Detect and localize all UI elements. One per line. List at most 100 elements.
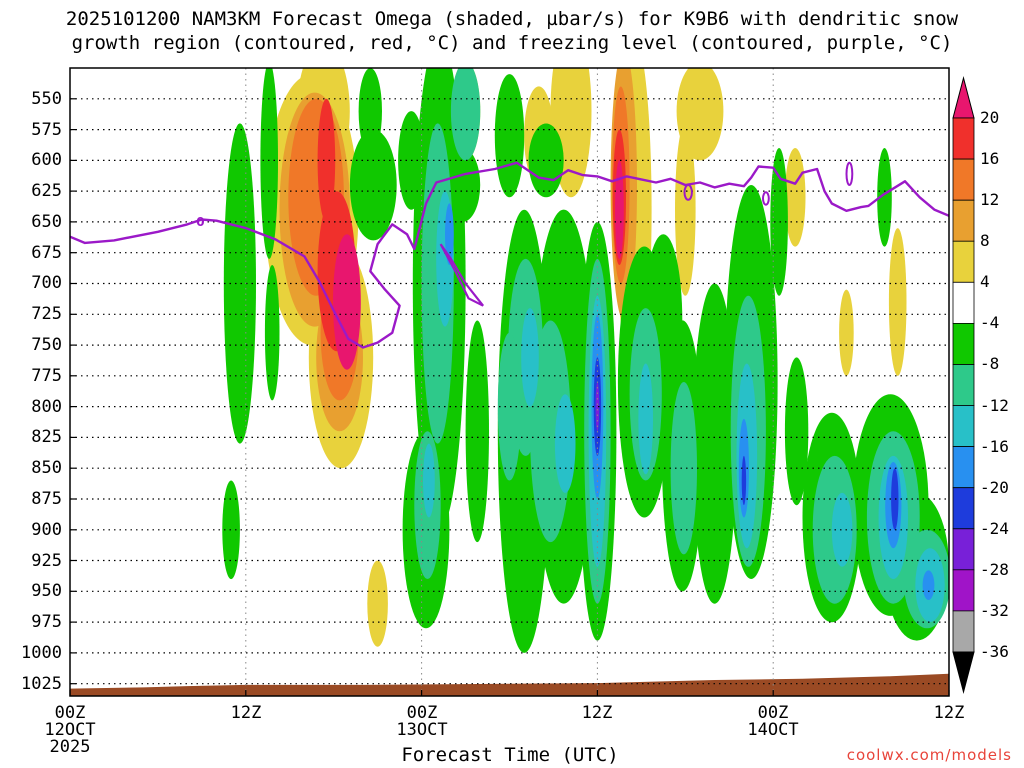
grid-lines	[69, 68, 950, 696]
plot-frame	[69, 67, 950, 697]
colorbar-label: -36	[980, 642, 1009, 661]
omega-blob	[528, 123, 564, 198]
y-tick-label: 575	[31, 120, 62, 140]
omega-blob	[450, 68, 481, 161]
colorbar-band	[952, 322, 975, 365]
colorbar-label: 12	[980, 190, 1000, 209]
colorbar-label: -8	[980, 354, 1000, 373]
colorbar-band	[952, 199, 975, 242]
freezing-level-loop	[762, 191, 770, 206]
colorbar-label: 8	[980, 231, 990, 250]
colorbar-band	[952, 117, 975, 160]
omega-blob	[445, 148, 481, 222]
y-tick-label: 925	[31, 551, 62, 571]
omega-blob	[891, 468, 899, 530]
colorbar-band	[952, 281, 975, 324]
y-tick-label: 625	[31, 181, 62, 201]
omega-blob	[839, 289, 854, 376]
omega-blob	[367, 560, 388, 647]
omega-blob	[423, 443, 435, 518]
y-tick-label: 775	[31, 366, 62, 386]
y-tick-label: 725	[31, 304, 62, 324]
omega-blob	[595, 382, 600, 432]
x-tick-label: 12Z	[933, 703, 965, 723]
colorbar-band	[952, 569, 975, 612]
colorbar-label: -12	[980, 396, 1009, 415]
x-tick-label: 12Z	[230, 703, 262, 723]
omega-blob	[741, 455, 747, 506]
colorbar-label: -20	[980, 478, 1009, 497]
y-tick-label: 700	[31, 273, 62, 293]
y-tick-label: 1000	[21, 643, 62, 663]
freezing-level-loop	[683, 184, 693, 201]
freezing-level-contour: 0	[70, 161, 949, 349]
omega-blob	[877, 148, 892, 247]
x-tick-label: 00Z	[406, 703, 438, 723]
colorbar-label: 4	[980, 272, 990, 291]
y-tick-label: 650	[31, 212, 62, 232]
y-tick-label: 600	[31, 150, 62, 170]
colorbar-bottom-arrow	[952, 651, 975, 694]
y-tick-label: 550	[31, 89, 62, 109]
chart-title-line2: growth region (contoured, red, °C) and f…	[71, 32, 953, 54]
y-tick-label: 975	[31, 612, 62, 632]
omega-blob	[615, 160, 624, 259]
omega-blob	[358, 68, 382, 155]
x-tick-label: 12OCT	[44, 720, 96, 740]
omega-blob	[922, 570, 935, 600]
omega-blob	[831, 492, 853, 567]
omega-blob	[521, 308, 539, 407]
omega-blob	[317, 98, 336, 222]
omega-blob	[260, 68, 278, 259]
y-tick-label: 875	[31, 489, 62, 509]
colorbar-label: -28	[980, 560, 1009, 579]
omega-blob	[223, 123, 256, 444]
colorbar-band	[952, 240, 975, 283]
freezing-level-line	[70, 161, 949, 349]
terrain-area	[70, 673, 949, 696]
x-tick-label: 00Z	[757, 703, 789, 723]
y-tick-label: 900	[31, 520, 62, 540]
y-tick-label: 1025	[21, 674, 62, 694]
colorbar-band	[952, 158, 975, 201]
omega-blob	[494, 74, 525, 198]
y-tick-label: 850	[31, 458, 62, 478]
omega-blob	[554, 394, 576, 493]
colorbar-label: -24	[980, 519, 1009, 538]
colorbar	[952, 76, 975, 694]
omega-blob	[264, 265, 280, 401]
omega-blob	[333, 234, 361, 370]
omega-shading	[222, 68, 949, 653]
x-tick-label: 12Z	[581, 703, 613, 723]
freezing-level-loop	[845, 161, 854, 186]
colorbar-band	[952, 364, 975, 406]
omega-blob	[465, 320, 489, 543]
y-tick-label: 825	[31, 427, 62, 447]
colorbar-band	[952, 446, 975, 489]
x-tick-label: 2025	[49, 737, 91, 757]
freezing-level-loop	[439, 243, 484, 307]
credit-text: coolwx.com/models	[846, 746, 1012, 764]
colorbar-band	[952, 405, 975, 447]
x-tick-label: 13OCT	[396, 720, 448, 740]
colorbar-band	[952, 528, 975, 571]
omega-blob	[888, 228, 907, 376]
x-tick-label: 14OCT	[747, 720, 799, 740]
omega-blob	[638, 363, 653, 475]
omega-blob	[349, 129, 397, 241]
x-axis-title: Forecast Time (UTC)	[401, 744, 619, 766]
colorbar-label: -32	[980, 601, 1009, 620]
y-tick-label: 675	[31, 243, 62, 263]
colorbar-label: 20	[980, 108, 1000, 127]
x-tick-label: 00Z	[54, 703, 86, 723]
terrain-fill	[70, 673, 949, 696]
colorbar-top-arrow	[952, 76, 975, 119]
colorbar-label: -4	[980, 313, 1000, 332]
colorbar-label: -16	[980, 437, 1009, 456]
omega-blob	[770, 148, 788, 296]
chart-title-line1: 2025101200 NAM3KM Forecast Omega (shaded…	[65, 8, 959, 30]
omega-blob	[670, 382, 697, 555]
omega-blob	[497, 332, 522, 481]
omega-blob	[445, 203, 454, 265]
